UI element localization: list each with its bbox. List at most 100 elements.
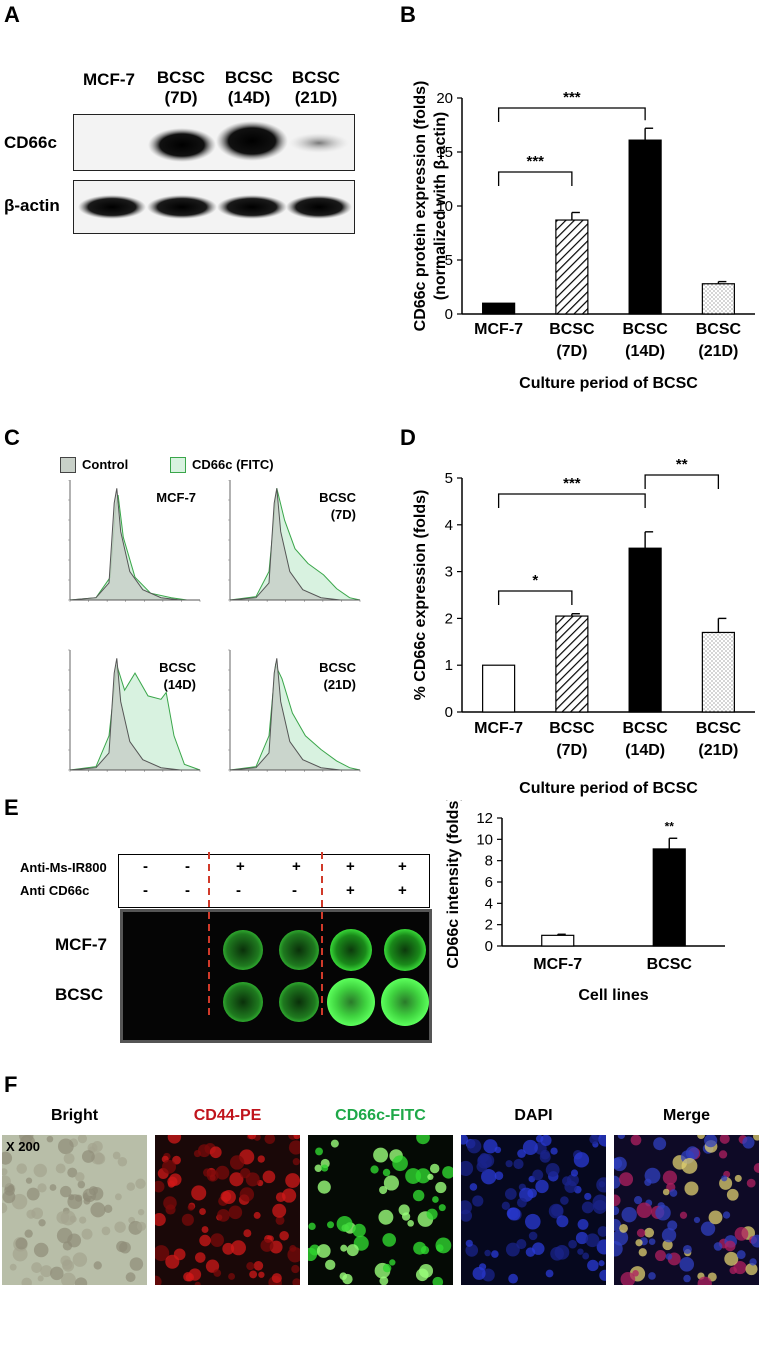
- cell-spot: [213, 1269, 222, 1277]
- dashed-separators: [208, 852, 323, 1016]
- cell-spot: [465, 1244, 479, 1257]
- y-tick-label: 0: [445, 306, 453, 323]
- cell-spot: [19, 1135, 34, 1143]
- cell-spot: [81, 1150, 95, 1163]
- cell-spot: [37, 1183, 47, 1193]
- band-cd66c-21d: [289, 133, 349, 153]
- cell-spot: [308, 1247, 318, 1262]
- cell-spot: [669, 1189, 678, 1197]
- dot-spot: [223, 982, 263, 1022]
- y-tick-label: 5: [445, 252, 453, 269]
- histogram-label: BCSC: [159, 660, 196, 675]
- cell-spot: [630, 1135, 642, 1146]
- cell-spot: [79, 1216, 87, 1224]
- cell-spot: [726, 1188, 739, 1201]
- y-tick-label: 2: [445, 610, 453, 627]
- cell-spot: [587, 1259, 599, 1272]
- dot-spot: [327, 978, 375, 1026]
- cell-spot: [379, 1185, 388, 1195]
- cell-spot: [413, 1241, 427, 1255]
- cell-spot: [15, 1237, 28, 1250]
- title-dapi: DAPI: [514, 1107, 553, 1124]
- cell-spot: [257, 1155, 265, 1163]
- panel-letter-b: B: [400, 2, 416, 27]
- cell-spot: [188, 1268, 202, 1281]
- panel-letter-d: D: [400, 425, 416, 450]
- cell-spot: [325, 1259, 336, 1270]
- blot-col-bcsc-14d: BCSC (14D): [224, 68, 274, 107]
- micrograph-5: [614, 1135, 759, 1285]
- dot-row-mcf7: MCF-7: [55, 935, 107, 954]
- cell-spot: [638, 1248, 647, 1257]
- cell-spot: [745, 1263, 758, 1276]
- micrograph-1: [2, 1135, 147, 1285]
- cell-spot: [163, 1196, 177, 1210]
- significance-bracket: [497, 493, 646, 508]
- cell-spot: [38, 1219, 46, 1227]
- cell-spot: [614, 1157, 623, 1169]
- band-cd66c-7d: [148, 128, 216, 162]
- category-label: (7D): [556, 343, 587, 360]
- cell-spot: [126, 1182, 136, 1191]
- cell-spot: [683, 1274, 691, 1283]
- cell-spot: [481, 1169, 497, 1185]
- cell-spot: [162, 1159, 177, 1174]
- cell-spot: [193, 1149, 202, 1158]
- cell-spot: [598, 1181, 606, 1188]
- cell-spot: [60, 1185, 72, 1198]
- cell-spot: [435, 1181, 447, 1194]
- legend-swatch-fitc: [170, 457, 186, 473]
- blot-col-bcsc-7d: BCSC (7D): [156, 68, 206, 107]
- panel-letter-c: C: [4, 425, 20, 450]
- cell-spot: [540, 1135, 552, 1147]
- cell-spot: [2, 1202, 8, 1214]
- histogram-label: BCSC: [319, 660, 356, 675]
- y-tick-label: 10: [436, 198, 453, 215]
- cell-spot: [644, 1227, 655, 1238]
- legend-label-control: Control: [82, 457, 129, 472]
- cell-spot: [288, 1140, 300, 1155]
- ir800-cell: +: [398, 858, 407, 875]
- cell-spot: [621, 1206, 637, 1223]
- significance-bracket: [497, 171, 573, 186]
- cell-spot: [442, 1166, 453, 1179]
- cell-spot: [484, 1249, 491, 1257]
- cell-spot: [72, 1252, 88, 1267]
- category-label: (14D): [625, 742, 665, 759]
- cell-spot: [112, 1151, 121, 1160]
- cell-spot: [551, 1204, 564, 1217]
- cell-spot: [507, 1207, 521, 1221]
- cell-spot: [346, 1244, 359, 1257]
- western-blot-panel: MCF-7 BCSC (7D) BCSC (14D) BCSC (21D) CD66c…: [0, 0, 395, 240]
- category-label: BCSC: [549, 321, 595, 338]
- cell-spot: [742, 1136, 755, 1149]
- cell-spot: [293, 1135, 300, 1140]
- cell-spot: [427, 1173, 434, 1180]
- band-actin-14d: [217, 195, 287, 219]
- cell-spot: [465, 1239, 473, 1247]
- cell-spot: [243, 1229, 252, 1238]
- cell-spot: [125, 1272, 136, 1283]
- category-label: (7D): [556, 742, 587, 759]
- bar: [482, 664, 516, 713]
- cell-spot: [505, 1160, 513, 1168]
- cell-spot: [636, 1228, 646, 1238]
- cell-spot: [736, 1250, 746, 1260]
- cell-spot: [383, 1175, 399, 1191]
- y-tick-label: 20: [436, 90, 453, 107]
- cell-spot: [585, 1233, 600, 1248]
- cell-spot: [648, 1238, 656, 1245]
- cell-spot: [81, 1228, 93, 1240]
- histogram-control: [229, 488, 360, 601]
- histogram-grid: MCF-7 BCSC (7D) BCSC (14D) BCSC (21D): [68, 480, 361, 772]
- cell-spot: [697, 1135, 705, 1140]
- cell-spot: [635, 1239, 643, 1247]
- significance-label: *: [532, 572, 538, 589]
- cell-spot: [407, 1219, 415, 1227]
- cell-spot: [665, 1253, 673, 1260]
- cell-spot: [614, 1175, 621, 1189]
- cell-spot: [596, 1239, 606, 1255]
- cd66c-cell: -: [143, 882, 148, 899]
- cell-spot: [693, 1216, 701, 1224]
